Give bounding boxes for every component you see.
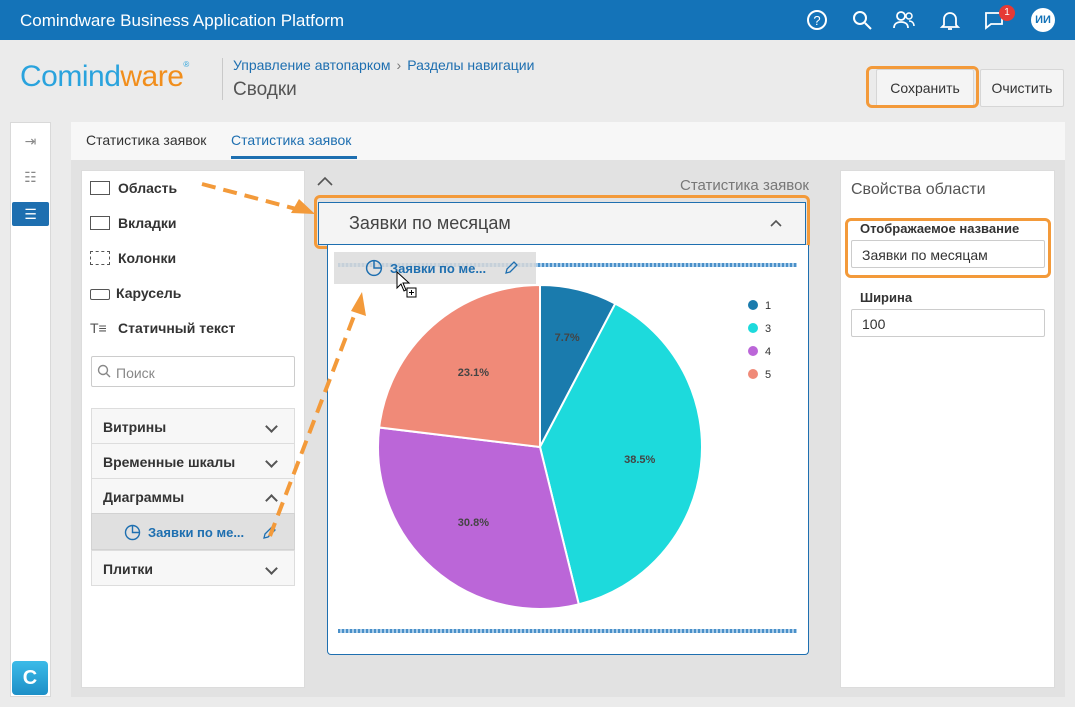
legend-dot-icon: [748, 323, 758, 333]
save-button-highlight: [866, 66, 979, 108]
collapse-icon[interactable]: ⇥: [24, 133, 37, 149]
pie-slice-4: [377, 426, 580, 610]
tab-bar: Статистика заявок Статистика заявок: [71, 122, 1065, 160]
pie-chart-icon: [365, 259, 383, 277]
properties-title: Свойства области: [851, 181, 986, 198]
legend-dot-icon: [748, 369, 758, 379]
avatar[interactable]: ИИ: [1031, 8, 1055, 32]
help-icon[interactable]: ?: [805, 8, 829, 32]
pie-slice-3: [538, 302, 703, 606]
legend-label: 3: [765, 323, 772, 335]
header-divider: [222, 58, 223, 100]
chevron-up-icon[interactable]: [770, 218, 782, 228]
pie-label-4: 30.8%: [458, 517, 489, 529]
chevron-down-icon: [265, 420, 278, 433]
edit-icon: [505, 261, 518, 274]
display-name-field[interactable]: Заявки по месяцам: [851, 240, 1045, 268]
form-title: Статистика заявок: [680, 177, 809, 194]
element-static-text[interactable]: T≡ Статичный текст: [90, 320, 236, 336]
breadcrumb-separator-icon: ›: [396, 57, 402, 73]
area-header[interactable]: Заявки по месяцам: [318, 202, 806, 245]
pie-label-5: 23.1%: [458, 367, 489, 379]
breadcrumb-item-nav-sections[interactable]: Разделы навигации: [407, 57, 535, 73]
list-icon[interactable]: ☰: [12, 202, 49, 226]
users-icon[interactable]: [892, 8, 916, 32]
legend-item-5: 5: [748, 369, 771, 392]
collapse-up-icon[interactable]: [316, 175, 334, 187]
app-logo-icon[interactable]: C: [12, 661, 48, 695]
group-charts[interactable]: Диаграммы: [91, 478, 295, 514]
cursor-copy-icon: [396, 271, 417, 298]
breadcrumb: Управление автопарком › Разделы навигации: [233, 57, 534, 73]
search-field-icon: [97, 364, 111, 378]
comindware-logo: Comindware®: [20, 60, 189, 93]
legend-dot-icon: [748, 300, 758, 310]
legend-item-3: 3: [748, 323, 771, 346]
group-tiles[interactable]: Плитки: [91, 550, 295, 586]
area-header-highlight: [314, 195, 810, 249]
display-name-highlight: [845, 218, 1051, 278]
static-text-icon: T≡: [90, 320, 107, 336]
legend-label: 1: [765, 300, 772, 312]
pie-chart-icon: [124, 524, 141, 541]
width-field[interactable]: 100: [851, 309, 1045, 337]
columns-icon: [90, 251, 110, 265]
edit-icon[interactable]: [262, 526, 276, 540]
tab-statistics-1[interactable]: Статистика заявок: [86, 132, 207, 148]
pie-label-3: 38.5%: [624, 454, 655, 466]
top-bar: Comindware Business Application Platform…: [0, 0, 1075, 40]
clear-button[interactable]: Очистить: [980, 69, 1064, 107]
bell-icon[interactable]: [938, 8, 962, 32]
breadcrumb-item-fleet[interactable]: Управление автопарком: [233, 57, 391, 73]
legend-label: 4: [765, 346, 772, 358]
element-area[interactable]: Область: [90, 180, 177, 196]
element-carousel[interactable]: Карусель: [90, 285, 181, 301]
pie-chart: 7.7% 38.5% 30.8% 23.1%: [377, 283, 703, 610]
group-showcases[interactable]: Витрины: [91, 408, 295, 444]
tabs-icon: [90, 216, 110, 230]
side-nav: ⇥ ☷ ☰ C: [10, 122, 51, 697]
search-input[interactable]: Поиск: [91, 356, 295, 387]
width-label: Ширина: [860, 290, 913, 305]
drop-zone-bottom: [338, 629, 797, 633]
area-icon: [90, 181, 110, 195]
element-columns[interactable]: Колонки: [90, 250, 176, 266]
drop-zone-top: [338, 263, 797, 267]
display-name-label: Отображаемое название: [860, 221, 1020, 236]
element-tabs[interactable]: Вкладки: [90, 215, 176, 231]
pie-label-1: 7.7%: [555, 332, 580, 344]
group-timelines[interactable]: Временные шкалы: [91, 443, 295, 479]
notification-badge: 1: [999, 5, 1015, 21]
tab-statistics-2[interactable]: Статистика заявок: [231, 132, 352, 148]
svg-text:?: ?: [813, 13, 820, 28]
legend-item-1: 1: [748, 300, 771, 323]
chevron-down-icon: [265, 562, 278, 575]
search-icon[interactable]: [850, 8, 874, 32]
active-tab-indicator: [231, 156, 357, 159]
legend-dot-icon: [748, 346, 758, 356]
checklist-icon[interactable]: ☷: [24, 169, 37, 185]
legend-label: 5: [765, 369, 772, 381]
page-title: Сводки: [233, 79, 297, 100]
app-title: Comindware Business Application Platform: [20, 11, 345, 30]
chart-legend: 1 3 4 5: [748, 300, 771, 392]
drag-ghost: Заявки по ме...: [334, 252, 536, 284]
carousel-icon: [90, 289, 110, 300]
save-button[interactable]: Сохранить: [876, 69, 974, 107]
pie-slice-5: [378, 283, 541, 449]
chevron-down-icon: [265, 455, 278, 468]
chevron-up-icon: [265, 494, 278, 507]
legend-item-4: 4: [748, 346, 771, 369]
